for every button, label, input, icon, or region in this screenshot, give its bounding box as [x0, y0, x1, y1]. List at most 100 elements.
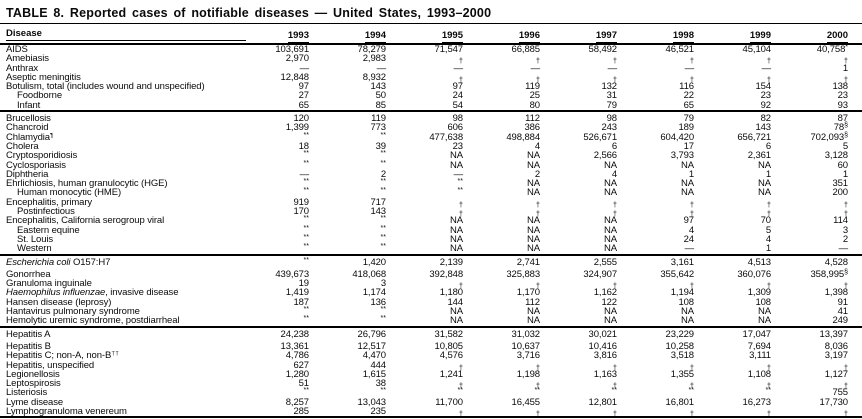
- table-row: Brucellosis 120 119 98 112 98 79 82 87: [0, 111, 862, 125]
- disease-label: Hantavirus pulmonary syndrome: [6, 307, 140, 317]
- disease-label: Gonorrhea: [6, 269, 51, 280]
- footnote-symbol: **: [380, 315, 386, 323]
- value-cell: †: [785, 279, 862, 290]
- footnote-symbol: †: [843, 362, 848, 372]
- notifiable-diseases-table: Disease 1993 1994 1995 1996 1997 1998 19…: [0, 24, 862, 419]
- value-cell: 17: [683, 140, 694, 152]
- footnote-symbol: **: [380, 150, 386, 158]
- value-cell: †: [554, 198, 631, 209]
- value-cell: 656,721: [737, 131, 771, 143]
- footnote-symbol: †: [458, 362, 463, 372]
- value-cell: 108: [755, 296, 771, 308]
- value-cell: 5: [842, 140, 848, 152]
- value-cell: 3: [842, 224, 848, 236]
- value-cell: 444: [370, 359, 386, 371]
- value-cell: 2,566: [593, 150, 617, 162]
- value-cell: 39: [375, 140, 386, 152]
- value-cell: 31: [606, 90, 617, 102]
- value-cell: **: [323, 178, 400, 188]
- footnote-symbol: **: [303, 215, 309, 223]
- value-cell: †: [400, 73, 477, 84]
- value-cell: 4,528: [824, 256, 848, 268]
- value-cell: †: [708, 198, 785, 209]
- value-cell: 498,884: [506, 131, 540, 143]
- footnote-symbol: **: [303, 233, 309, 241]
- footnote-symbol: ††: [111, 351, 120, 358]
- footnote-symbol: **: [457, 178, 463, 186]
- value-cell: 70: [760, 215, 771, 227]
- value-cell: 249: [832, 315, 848, 327]
- disease-label: Postinfectious: [17, 207, 75, 217]
- value-cell: NA: [604, 306, 617, 318]
- footnote-symbol: †: [689, 199, 694, 209]
- value-cell: 31,582: [434, 328, 464, 340]
- value-cell: 144: [447, 296, 463, 308]
- value-cell: NA: [681, 315, 694, 327]
- value-cell: 4,513: [747, 256, 771, 268]
- footnote-symbol: †: [535, 408, 540, 418]
- value-cell: †: [631, 54, 708, 65]
- value-cell: 360,076: [737, 268, 771, 280]
- value-cell: NA: [758, 306, 771, 318]
- value-cell: **: [246, 187, 323, 197]
- table-row: Amebiasis 2,970 2,983 † † † † † †: [0, 53, 862, 65]
- value-cell: 2: [842, 233, 848, 245]
- table-row: Encephalitis, California serogroup viral…: [0, 215, 862, 227]
- value-cell: 2,983: [362, 53, 386, 65]
- value-cell: **: [400, 387, 477, 397]
- value-cell: 122: [601, 296, 617, 308]
- table-row: Hemolytic uremic syndrome, postdiarrheal…: [0, 315, 862, 327]
- value-cell: **: [246, 255, 323, 270]
- footnote-symbol: †: [458, 408, 463, 418]
- table-row: Hepatitis, unspecified 627 444 † † † † † †: [0, 359, 862, 372]
- value-cell: 919: [293, 196, 309, 208]
- footnote-symbol: †: [612, 408, 617, 418]
- value-cell: NA: [604, 215, 617, 227]
- value-cell: NA: [604, 187, 617, 199]
- value-cell: 3,161: [670, 256, 694, 268]
- value-cell: 3,518: [670, 350, 694, 362]
- value-cell: 7,694: [747, 340, 771, 352]
- value-cell: **: [246, 225, 323, 235]
- footnote-symbol: **: [303, 387, 309, 395]
- value-cell: NA: [758, 315, 771, 327]
- value-cell: †: [400, 379, 477, 391]
- value-cell: 18: [298, 140, 309, 152]
- value-cell: 65: [298, 99, 309, 111]
- table-title: TABLE 8. Reported cases of notifiable di…: [0, 0, 862, 24]
- table-row: Encephalitis, primary 919 717 † † † † † †: [0, 196, 862, 209]
- value-cell: 58,492: [588, 44, 618, 55]
- value-cell: 2,139: [439, 256, 463, 268]
- footnote-symbol: †: [612, 362, 617, 372]
- value-cell: 119: [371, 113, 386, 125]
- footnote-symbol: **: [303, 306, 309, 314]
- table-row: Listeriosis ** ** ** ** ** ** ** 755: [0, 387, 862, 397]
- value-cell: 358,995§: [810, 268, 848, 280]
- disease-label: Aseptic meningitis: [6, 72, 81, 83]
- footnote-symbol: **: [380, 224, 386, 232]
- value-cell: 1,419: [285, 287, 309, 299]
- value-cell: 51: [298, 378, 309, 390]
- footnote-symbol: **: [380, 387, 386, 395]
- value-cell: NA: [527, 243, 540, 255]
- value-cell: 136: [370, 296, 386, 308]
- value-cell: 1,420: [362, 256, 386, 268]
- disease-label: Botulism, total (includes wound and unsp…: [6, 82, 205, 92]
- disease-label: Cyclosporiasis: [6, 160, 66, 170]
- value-cell: 54: [452, 99, 463, 111]
- value-cell: 16,801: [665, 396, 695, 408]
- value-cell: †: [785, 407, 862, 418]
- value-cell: 97: [298, 81, 309, 93]
- table-row: Leptospirosis 51 38 † † † † † †: [0, 378, 862, 391]
- footnote-symbol: §: [844, 122, 848, 130]
- value-cell: 22: [683, 90, 694, 102]
- table-row: Western ** ** NA NA NA — 1 —: [0, 243, 862, 255]
- value-cell: †: [554, 73, 631, 84]
- footnote-symbol: †: [843, 381, 848, 391]
- value-cell: 16,273: [742, 396, 772, 408]
- value-cell: 1,398: [824, 287, 848, 299]
- footnote-symbol: †: [458, 381, 463, 391]
- footnote-symbol: †: [843, 408, 848, 418]
- value-cell: **: [631, 387, 708, 397]
- value-cell: 1,180: [439, 287, 463, 299]
